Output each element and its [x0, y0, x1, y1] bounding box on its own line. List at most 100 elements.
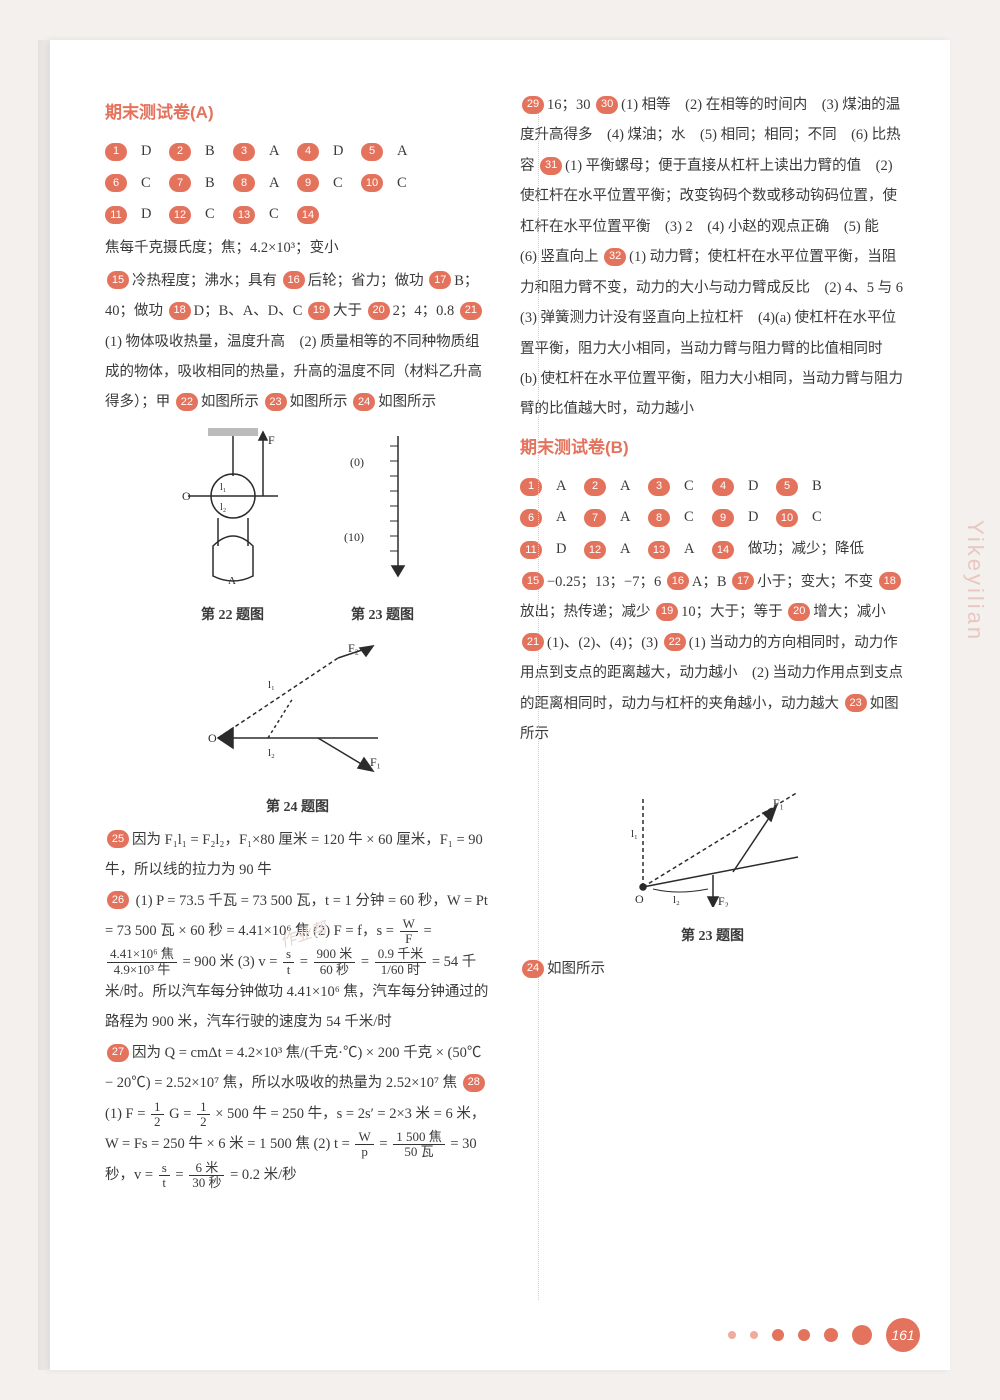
badge-b7: 7 — [584, 509, 606, 527]
ans-a14: 焦每千克摄氏度；焦；4.2×10³；变小 — [105, 234, 339, 264]
ans-b12: A — [620, 535, 638, 565]
ans-b20: 增大；减小 — [813, 604, 886, 620]
footer-dot — [772, 1329, 784, 1341]
badge-a19: 19 — [308, 302, 330, 320]
badge-a5: 5 — [361, 143, 383, 161]
section-a-q29-32: 2916；30 30(1) 相等 (2) 在相等的时间内 (3) 煤油的温度升高… — [520, 90, 905, 425]
ans-a1: D — [141, 137, 159, 167]
badge-b12: 12 — [584, 541, 606, 559]
badge-a3: 3 — [233, 143, 255, 161]
ans-a16: 后轮；省力；做功 — [308, 273, 424, 289]
svg-text:A: A — [228, 575, 236, 586]
section-a-q25: 25因为 F₁l₁ = F₂l₂，F₁×80 厘米 = 120 牛 × 60 厘… — [105, 825, 490, 886]
badge-a12: 12 — [169, 206, 191, 224]
badge-a16: 16 — [283, 271, 305, 289]
fig-22: O F A l₁ l₂ 第 22 题图 — [168, 426, 298, 630]
badge-b24: 24 — [522, 960, 544, 978]
section-a-flow-1: 15冷热程度；沸水；具有 16后轮；省力；做功 17B；40；做功 18D；B、… — [105, 266, 490, 418]
fig-23b: O l₁ F₁ F₂ l₂ — [613, 757, 813, 907]
ans-a25: 因为 F₁l₁ = F₂l₂，F₁×80 厘米 = 120 牛 × 60 厘米，… — [105, 832, 483, 878]
ans-a6: C — [141, 169, 159, 199]
section-a-title: 期末测试卷(A) — [105, 96, 490, 131]
badge-a4: 4 — [297, 143, 319, 161]
section-b-q24: 24如图所示 — [520, 954, 905, 984]
ans-a9: C — [333, 169, 351, 199]
fig-row-22-23: O F A l₁ l₂ 第 22 题图 — [105, 426, 490, 630]
ans-b6: A — [556, 503, 574, 533]
footer-dot — [750, 1331, 758, 1339]
badge-b3: 3 — [648, 478, 670, 496]
ans-a10: C — [397, 169, 415, 199]
caption-24: 第 24 题图 — [105, 794, 490, 823]
ans-b8: C — [684, 503, 702, 533]
q28b: G = — [169, 1106, 191, 1122]
badge-a9: 9 — [297, 174, 319, 192]
section-b-mc-row-2: 6A 7A 8C 9D 10C — [520, 503, 905, 533]
badge-a31: 31 — [540, 157, 562, 175]
ans-a22: 如图所示 — [201, 394, 259, 410]
ans-b5: B — [812, 472, 830, 502]
q26-3b: = — [300, 954, 308, 970]
q26-2c: = 900 米 — [183, 954, 235, 970]
badge-b19: 19 — [656, 603, 678, 621]
svg-text:F₂: F₂ — [718, 894, 729, 907]
badge-b5: 5 — [776, 478, 798, 496]
badge-a29: 29 — [522, 96, 544, 114]
footer-dots: 161 — [728, 1318, 920, 1352]
badge-a1: 1 — [105, 143, 127, 161]
badge-b18: 18 — [879, 572, 901, 590]
section-b-mc-row-1: 1A 2A 3C 4D 5B — [520, 472, 905, 502]
footer-dot — [798, 1329, 810, 1341]
fig-24: O F₂ F₁ l₁ l₂ — [198, 638, 398, 778]
frac-q28-1: 12 — [151, 1100, 164, 1130]
caption-23b: 第 23 题图 — [520, 923, 905, 952]
section-a-mc-row-1: 1D 2B 3A 4D 5A — [105, 137, 490, 167]
svg-text:O: O — [635, 892, 644, 906]
ans-b13: A — [684, 535, 702, 565]
footer-dot — [852, 1325, 872, 1345]
ans-b4: D — [748, 472, 766, 502]
badge-a15: 15 — [107, 271, 129, 289]
q28d: (2) t = — [313, 1136, 349, 1152]
ans-a29: 16；30 — [547, 97, 591, 113]
frac-q28-4: 1 500 焦50 瓦 — [393, 1130, 445, 1160]
fig-24-wrap: O F₂ F₁ l₁ l₂ 第 24 题图 — [105, 638, 490, 822]
ans-b2: A — [620, 472, 638, 502]
ans-b11: D — [556, 535, 574, 565]
badge-b14: 14 — [712, 541, 734, 559]
frac-q28-3: Wp — [355, 1130, 373, 1160]
ans-b18: 放出；热传递；减少 — [520, 604, 651, 620]
frac-q26-3-3: 0.9 千米1/60 时 — [375, 947, 427, 977]
ans-a27: 因为 Q = cmΔt = 4.2×10³ 焦/(千克·℃) × 200 千克 … — [105, 1045, 481, 1091]
badge-a11: 11 — [105, 206, 127, 224]
ans-b24: 如图所示 — [547, 961, 605, 977]
badge-a25: 25 — [107, 830, 129, 848]
badge-b17: 17 — [732, 572, 754, 590]
ans-a4: D — [333, 137, 351, 167]
section-b-flow: 15−0.25；13；−7；6 16A；B 17小于；变大；不变 18放出；热传… — [520, 567, 905, 750]
q26-3a: (3) v = — [238, 954, 278, 970]
frac-q26-2-2: 4.41×10⁶ 焦4.9×10³ 牛 — [107, 947, 177, 977]
frac-q28-5: st — [159, 1161, 170, 1191]
frac-q26-2-1: WF — [400, 917, 418, 947]
svg-text:O: O — [208, 731, 217, 745]
page: 期末测试卷(A) 1D 2B 3A 4D 5A 6C 7B 8A 9C 10C … — [50, 40, 950, 1370]
badge-a18: 18 — [169, 302, 191, 320]
ans-b14: 做功；减少；降低 — [748, 535, 864, 565]
q28e: = — [379, 1136, 387, 1152]
badge-a20: 20 — [368, 302, 390, 320]
ans-a13: C — [269, 200, 287, 230]
q26-3c: = — [361, 954, 369, 970]
ans-a7: B — [205, 169, 223, 199]
svg-text:l₁: l₁ — [268, 679, 275, 691]
badge-b10: 10 — [776, 509, 798, 527]
badge-a10: 10 — [361, 174, 383, 192]
badge-a28: 28 — [463, 1074, 485, 1092]
ans-a24: 如图所示 — [378, 394, 436, 410]
badge-a14: 14 — [297, 206, 319, 224]
ans-b17: 小于；变大；不变 — [757, 574, 873, 590]
fig-23a: (0) (10) 第 23 题图 — [338, 426, 428, 630]
badge-b21: 21 — [522, 633, 544, 651]
content-columns: 期末测试卷(A) 1D 2B 3A 4D 5A 6C 7B 8A 9C 10C … — [105, 90, 905, 1320]
badge-a24: 24 — [353, 393, 375, 411]
